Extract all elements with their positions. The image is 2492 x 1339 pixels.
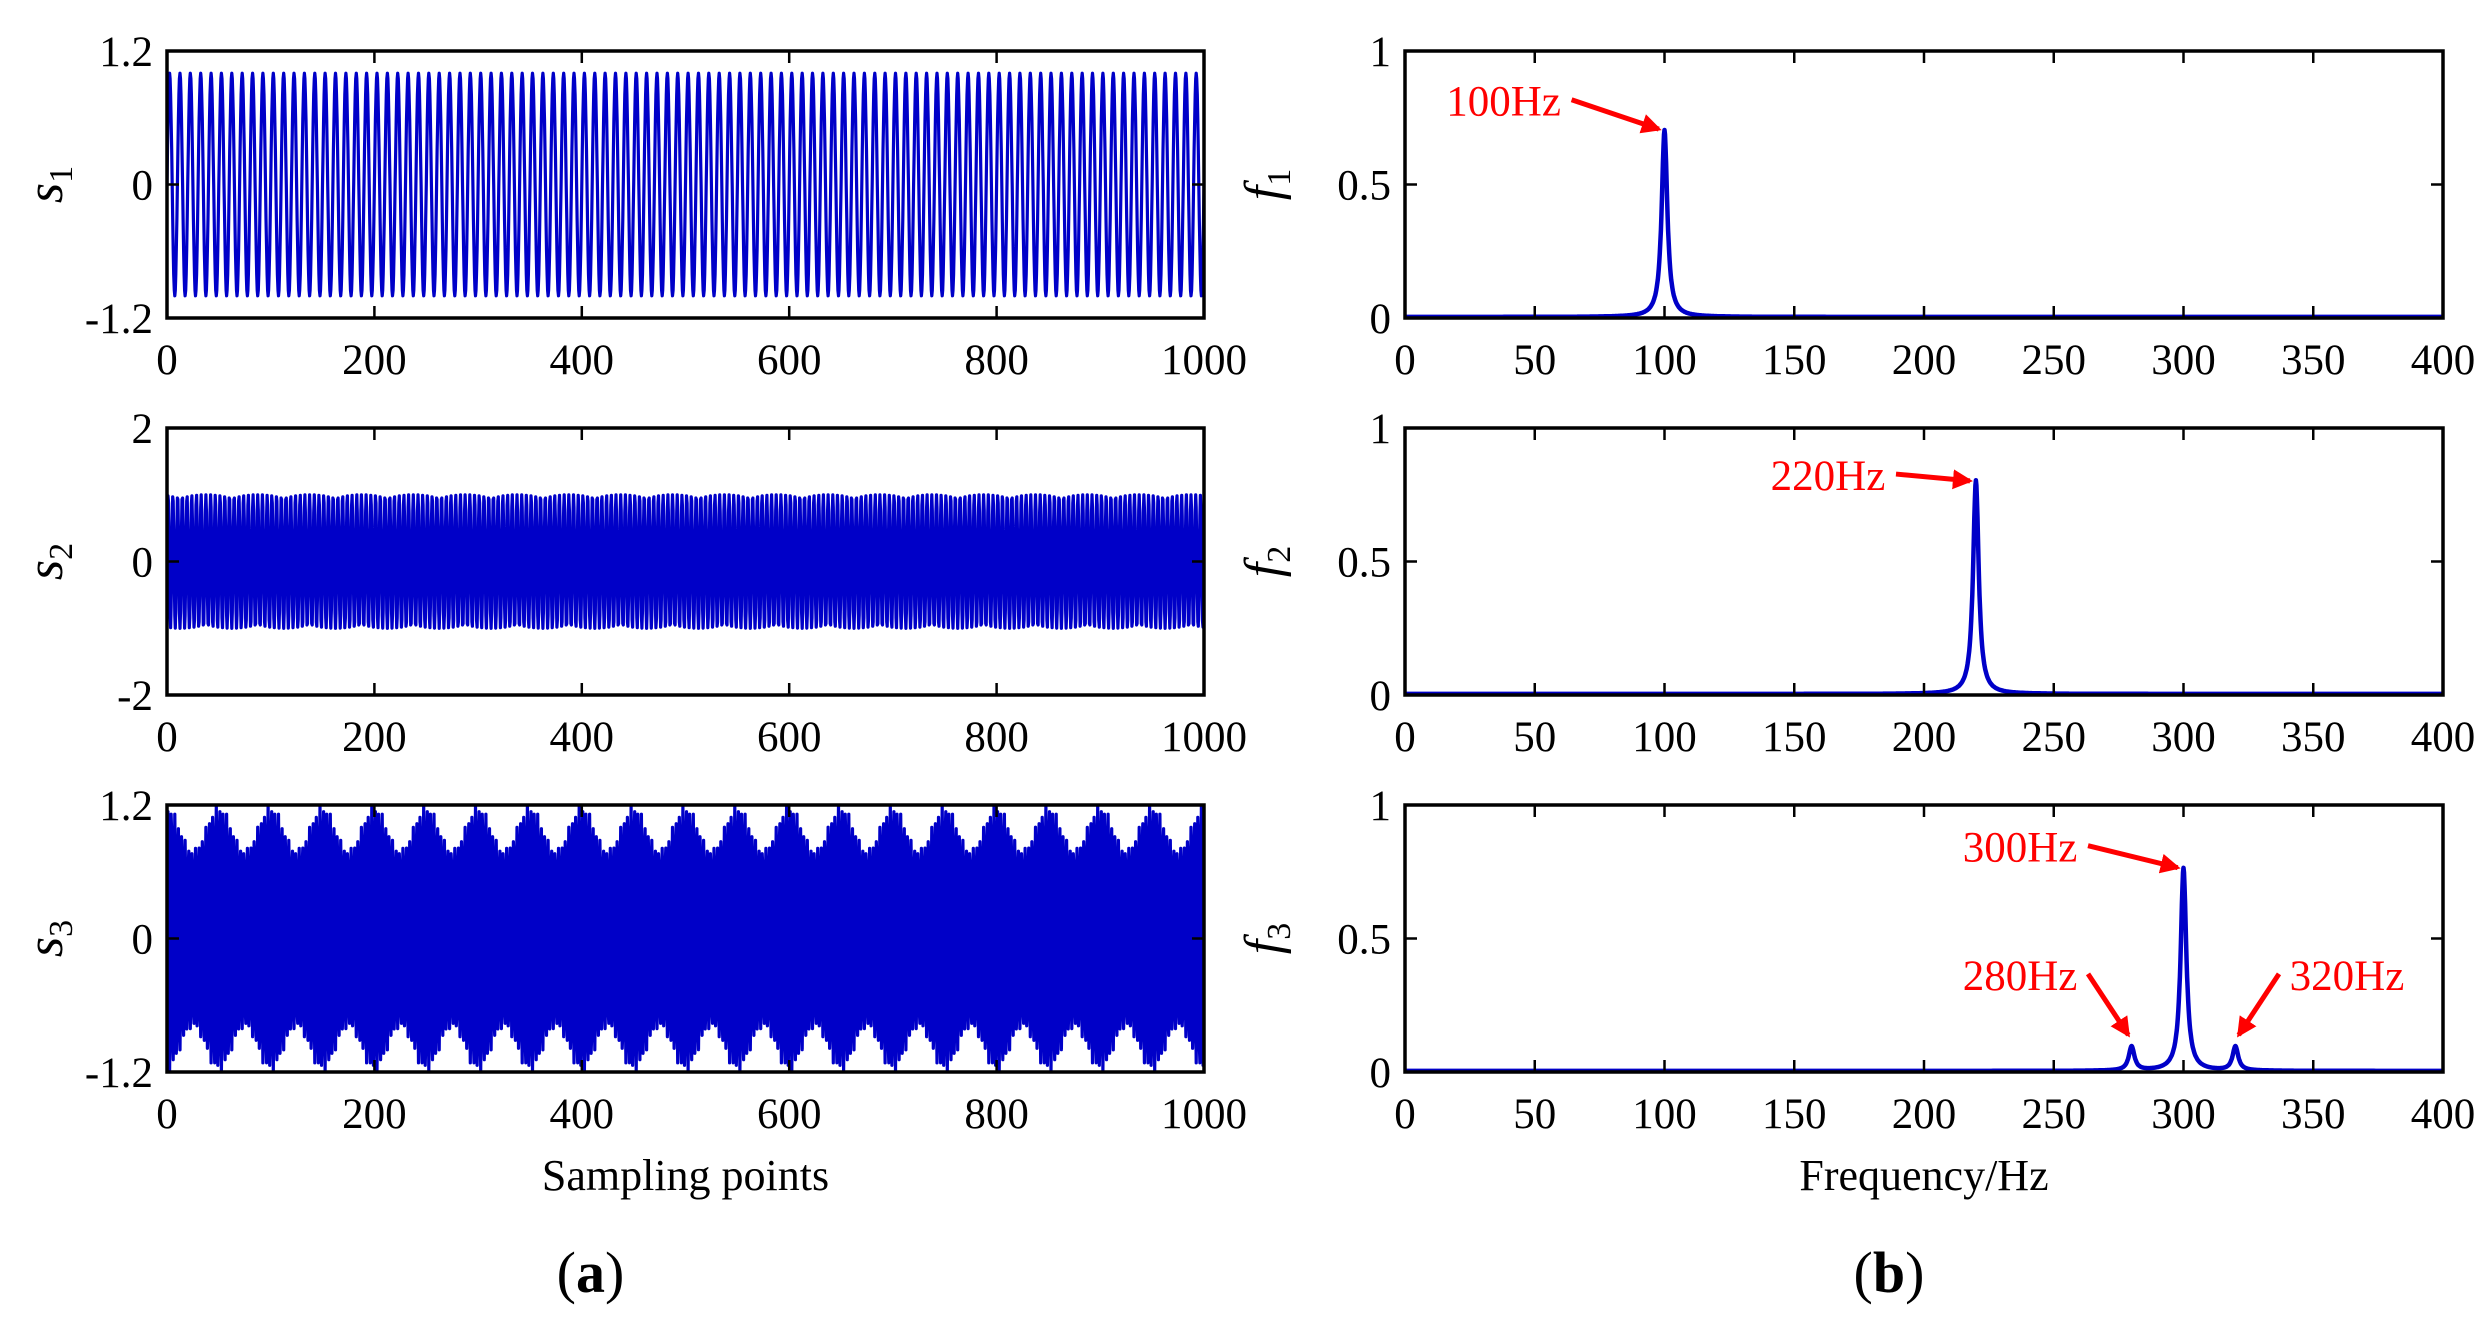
subplot-s1: 0 200 400 600 800 1000-1.201.2s1 [17, 29, 1247, 384]
x-tick-label: 300 [2151, 714, 2216, 761]
y-tick-label: 0.5 [1337, 540, 1391, 587]
x-tick-label: 200 [1892, 1091, 1957, 1138]
subplot-f1: 0 50 100 150 200 250 300 350 400 0 0.5 1 f1 100Hz [1235, 29, 2475, 384]
series-line-f2 [1405, 478, 2443, 695]
x-tick-label: 200 [1892, 337, 1957, 384]
x-tick-label: 350 [2281, 714, 2346, 761]
y-axis-label: f1 [1235, 169, 1298, 200]
x-tick-label: 600 [757, 714, 822, 761]
x-tick-label: 250 [2022, 337, 2087, 384]
y-tick-label: 0 [1370, 296, 1392, 343]
y-axis-label: s2 [17, 543, 80, 580]
x-tick-label: 150 [1762, 714, 1827, 761]
x-tick-label: 800 [964, 1091, 1029, 1138]
y-axis-label: f2 [1235, 546, 1298, 577]
annotation-label: 300Hz [1963, 825, 2078, 872]
y-tick-label: 0 [132, 163, 154, 210]
y-axis-label: s1 [17, 166, 80, 203]
annotation-arrow [1895, 469, 1973, 490]
x-tick-label: 50 [1513, 337, 1556, 384]
x-tick-label: 300 [2151, 1091, 2216, 1138]
y-axis-label: s3 [17, 920, 80, 957]
x-tick-label: 0 [1394, 337, 1416, 384]
annotation-label: 100Hz [1446, 79, 1561, 126]
y-tick-label: 0 [132, 540, 154, 587]
x-tick-label: 200 [1892, 714, 1957, 761]
series-line-s3 [167, 805, 1204, 1072]
annotation-arrow [2236, 972, 2282, 1038]
x-tick-label: 400 [550, 1091, 615, 1138]
y-tick-label: 0 [1370, 673, 1392, 720]
x-tick-label: 200 [342, 714, 407, 761]
subplot-f3: 0 50 100 150 200 250 300 350 400 0 0.5 1 f3 Frequency… [1235, 783, 2475, 1200]
x-axis-label: Sampling points [542, 1151, 829, 1200]
y-tick-label: -1.2 [85, 1050, 153, 1097]
x-tick-label: 1000 [1161, 714, 1247, 761]
subplot-f2: 0 50 100 150 200 250 300 350 400 0 0.5 1 f2 220Hz [1235, 406, 2475, 761]
y-tick-label: 0 [1370, 1050, 1392, 1097]
x-tick-label: 800 [964, 337, 1029, 384]
y-tick-label: 1.2 [99, 783, 153, 830]
x-tick-label: 800 [964, 714, 1029, 761]
x-tick-label: 400 [550, 337, 615, 384]
x-tick-label: 300 [2151, 337, 2216, 384]
x-tick-label: 1000 [1161, 337, 1247, 384]
x-tick-label: 0 [1394, 1091, 1416, 1138]
y-tick-label: 0.5 [1337, 917, 1391, 964]
x-tick-label: 1000 [1161, 1091, 1247, 1138]
x-tick-label: 0 [156, 1091, 178, 1138]
series-line-s2 [167, 493, 1204, 630]
x-tick-label: 250 [2022, 1091, 2087, 1138]
x-tick-label: 600 [757, 337, 822, 384]
annotation-arrow [2085, 972, 2131, 1038]
x-tick-label: 400 [550, 714, 615, 761]
y-tick-label: 1 [1370, 406, 1392, 453]
x-tick-label: 0 [156, 337, 178, 384]
axes-box [1403, 426, 2445, 697]
x-tick-label: 600 [757, 1091, 822, 1138]
y-tick-label: 0 [132, 917, 154, 964]
x-tick-label: 400 [2411, 1091, 2476, 1138]
x-tick-label: 200 [342, 1091, 407, 1138]
annotation-arrow [1570, 97, 1662, 134]
x-tick-label: 150 [1762, 1091, 1827, 1138]
x-tick-label: 0 [1394, 714, 1416, 761]
y-tick-label: 0.5 [1337, 163, 1391, 210]
x-tick-label: 100 [1632, 1091, 1697, 1138]
y-tick-label: -2 [117, 673, 153, 720]
series-line-f1 [1405, 127, 2443, 318]
axes-box [1403, 803, 2445, 1074]
y-tick-label: -1.2 [85, 296, 153, 343]
annotation-label: 280Hz [1963, 953, 2078, 1000]
x-tick-label: 100 [1632, 337, 1697, 384]
x-tick-label: 400 [2411, 337, 2476, 384]
panel-label-a: (a) [557, 1240, 625, 1305]
x-axis-label: Frequency/Hz [1799, 1151, 2048, 1200]
annotation-label: 320Hz [2290, 953, 2405, 1000]
x-tick-label: 150 [1762, 337, 1827, 384]
y-tick-label: 1 [1370, 783, 1392, 830]
x-tick-label: 400 [2411, 714, 2476, 761]
series-line-s1 [167, 71, 1204, 298]
x-tick-label: 0 [156, 714, 178, 761]
x-tick-label: 50 [1513, 1091, 1556, 1138]
y-axis-label: f3 [1235, 923, 1298, 954]
x-tick-label: 100 [1632, 714, 1697, 761]
y-tick-label: 1 [1370, 29, 1392, 76]
x-tick-label: 250 [2022, 714, 2087, 761]
y-tick-label: 1.2 [99, 29, 153, 76]
y-tick-label: 2 [132, 406, 154, 453]
annotation-label: 220Hz [1771, 453, 1886, 500]
x-tick-label: 50 [1513, 714, 1556, 761]
x-tick-label: 200 [342, 337, 407, 384]
panel-label-b: (b) [1854, 1240, 1925, 1305]
annotation-arrow [2087, 843, 2181, 874]
series-line-f3 [1405, 865, 2443, 1072]
x-tick-label: 350 [2281, 337, 2346, 384]
x-tick-label: 350 [2281, 1091, 2346, 1138]
